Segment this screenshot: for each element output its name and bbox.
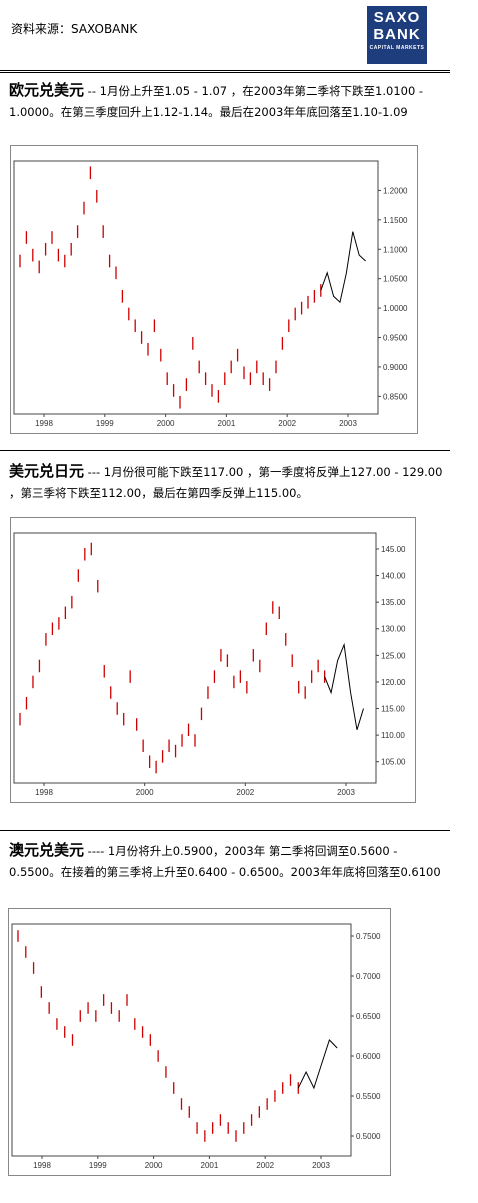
y-tick-label: 1.0000 (383, 304, 408, 313)
y-tick-label: 1.1500 (383, 216, 408, 225)
logo-line2: BANK (373, 26, 421, 43)
y-tick-label: 125.00 (381, 651, 406, 660)
x-tick-label: 2000 (145, 1161, 163, 1170)
forecast-line (297, 1039, 338, 1090)
chart-svg: 0.7500 0.7000 0.6500 0.6000 0.5500 0.5000 1998… (8, 908, 391, 1176)
x-tick-label: 2003 (337, 788, 355, 797)
x-tick-label: 2001 (218, 419, 236, 428)
section-heading: 欧元兑美元 (9, 81, 85, 99)
x-tick-label: 2002 (256, 1161, 274, 1170)
y-tick-label: 115.00 (381, 705, 405, 714)
y-tick-label: 140.00 (381, 572, 406, 581)
x-tick-label: 2000 (157, 419, 175, 428)
y-tick-label: 0.5500 (356, 1092, 381, 1101)
y-tick-label: 1.2000 (383, 186, 408, 195)
section-audusd: 澳元兑美元 ---- 1月份将升上0.5900，2003年 第二季将回调至0.5… (9, 840, 449, 883)
x-tick-label: 1998 (35, 788, 53, 797)
y-tick-label: 135.00 (381, 598, 406, 607)
divider (0, 830, 450, 831)
source-label: 资料来源：SAXOBANK (11, 22, 138, 36)
saxo-bank-logo: SAXO BANK CAPITAL MARKETS (367, 6, 427, 64)
y-tick-label: 0.7000 (356, 972, 381, 981)
section-eurusd: 欧元兑美元 -- 1月份上升至1.05 - 1.07 ，在2003年第二季将下跌… (9, 80, 449, 123)
forecast-line (324, 642, 364, 730)
y-tick-label: 120.00 (381, 678, 406, 687)
divider (0, 70, 450, 73)
chart-usdjpy: 145.00 140.00 135.00 130.00 125.00 120.00 115.… (10, 517, 416, 803)
forecast-line (320, 231, 366, 304)
y-tick-label: 0.6500 (356, 1012, 381, 1021)
x-tick-label: 1999 (96, 419, 114, 428)
chart-svg: 1.2000 1.1500 1.1000 1.0500 1.0000 0.9500 0.90… (10, 145, 418, 434)
y-tick-label: 145.00 (381, 545, 406, 554)
x-tick-label: 2003 (312, 1161, 330, 1170)
y-tick-label: 110.00 (381, 731, 405, 740)
logo-line1: SAXO (373, 9, 421, 26)
y-tick-label: 0.5000 (356, 1132, 381, 1141)
x-tick-label: 1998 (33, 1161, 51, 1170)
x-tick-label: 2000 (136, 788, 154, 797)
section-heading: 美元兑日元 (9, 462, 85, 480)
y-tick-label: 130.00 (381, 625, 406, 634)
chart-svg: 145.00 140.00 135.00 130.00 125.00 120.00 115.… (10, 517, 416, 803)
y-tick-label: 0.9500 (383, 334, 408, 343)
section-usdjpy: 美元兑日元 --- 1月份很可能下跌至117.00 ，第一季度将反弹上127.0… (9, 461, 449, 504)
y-tick-label: 0.6000 (356, 1052, 381, 1061)
y-tick-label: 105.00 (381, 758, 406, 767)
x-tick-label: 2003 (339, 419, 357, 428)
y-tick-label: 0.8500 (383, 392, 408, 401)
plot-area (11, 923, 352, 1157)
plot-area (13, 160, 379, 415)
section-text: -- 1月份上升至1.05 - 1.07 ，在2003年第二季将下跌至1.010… (9, 84, 424, 119)
x-tick-label: 1999 (89, 1161, 107, 1170)
chart-eurusd: 1.2000 1.1500 1.1000 1.0500 1.0000 0.9500 0.90… (10, 145, 418, 434)
y-tick-label: 0.9000 (383, 363, 408, 372)
logo-line3: CAPITAL MARKETS (369, 45, 425, 51)
x-tick-label: 2001 (201, 1161, 219, 1170)
y-tick-label: 0.7500 (356, 932, 381, 941)
x-tick-label: 1998 (35, 419, 53, 428)
section-heading: 澳元兑美元 (9, 841, 85, 859)
x-tick-label: 2002 (236, 788, 254, 797)
y-tick-label: 1.0500 (383, 275, 408, 284)
chart-audusd: 0.7500 0.7000 0.6500 0.6000 0.5500 0.5000 1998… (8, 908, 391, 1176)
y-tick-label: 1.1000 (383, 245, 408, 254)
section-text: ---- 1月份将升上0.5900，2003年 第二季将回调至0.5600 - … (9, 844, 441, 879)
section-text: --- 1月份很可能下跌至117.00 ，第一季度将反弹上127.00 - 12… (9, 465, 443, 500)
x-tick-label: 2002 (278, 419, 296, 428)
divider (0, 450, 450, 451)
